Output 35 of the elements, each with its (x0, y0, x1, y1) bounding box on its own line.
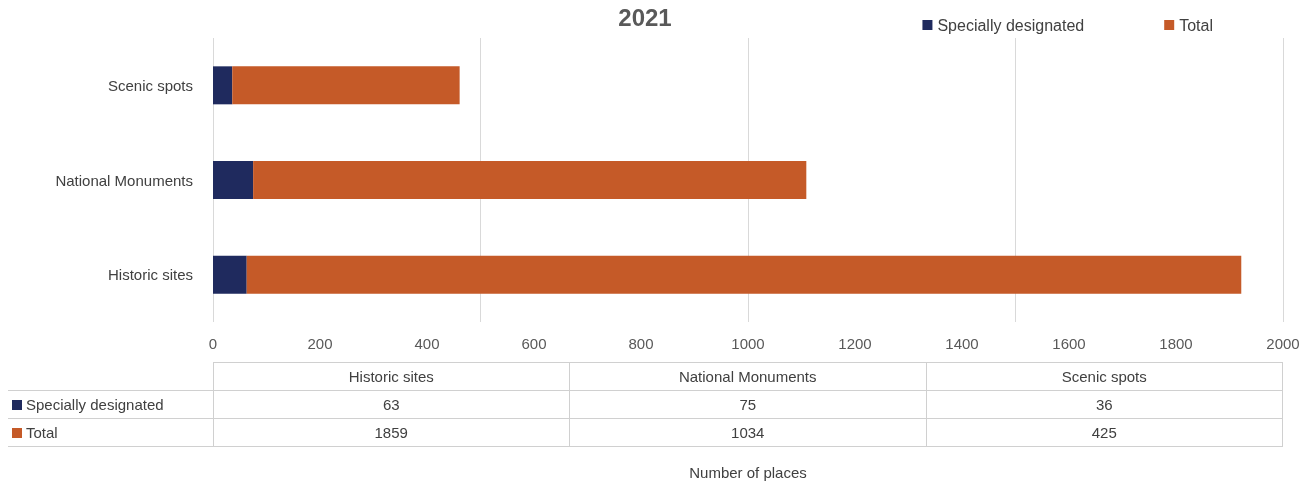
chart-title: 2021 (618, 3, 672, 31)
x-tick-label: 1800 (1159, 335, 1193, 352)
data-label: 1034 (569, 418, 927, 447)
data-label: 63 (213, 390, 570, 419)
legend-label: Specially designated (937, 16, 1085, 34)
x-tick-label: 400 (414, 335, 440, 352)
x-tick-label: 0 (208, 335, 218, 352)
legend-label: Total (8, 418, 213, 447)
x-tick-label: 2000 (1266, 335, 1300, 352)
legend-label: Total (1179, 16, 1213, 34)
category-label: National Monuments (569, 362, 927, 391)
bar (213, 161, 254, 199)
y-tick-label: Historic sites (107, 266, 193, 284)
bar (253, 161, 807, 199)
bar (246, 255, 1242, 294)
bar (213, 255, 247, 294)
y-tick-label: Scenic spots (107, 76, 193, 94)
category-label: Scenic spots (926, 362, 1283, 391)
data-label: 75 (569, 390, 927, 419)
x-tick-label: 200 (307, 335, 333, 352)
data-label: 36 (926, 390, 1283, 419)
category-label: Historic sites (213, 362, 570, 391)
y-tick-label: National Monuments (55, 171, 193, 189)
x-tick-label: 1400 (945, 335, 979, 352)
text: Number of places (688, 464, 808, 481)
data-label: 1859 (213, 418, 570, 447)
x-tick-label: 1000 (731, 335, 765, 352)
legend-label: Specially designated (8, 390, 213, 419)
x-tick-label: 600 (521, 335, 547, 352)
x-tick-label: 1600 (1052, 335, 1086, 352)
bar (213, 66, 233, 105)
data-label: 425 (926, 418, 1283, 447)
bar (232, 66, 460, 105)
x-tick-label: 1200 (838, 335, 872, 352)
x-tick-label: 800 (628, 335, 654, 352)
